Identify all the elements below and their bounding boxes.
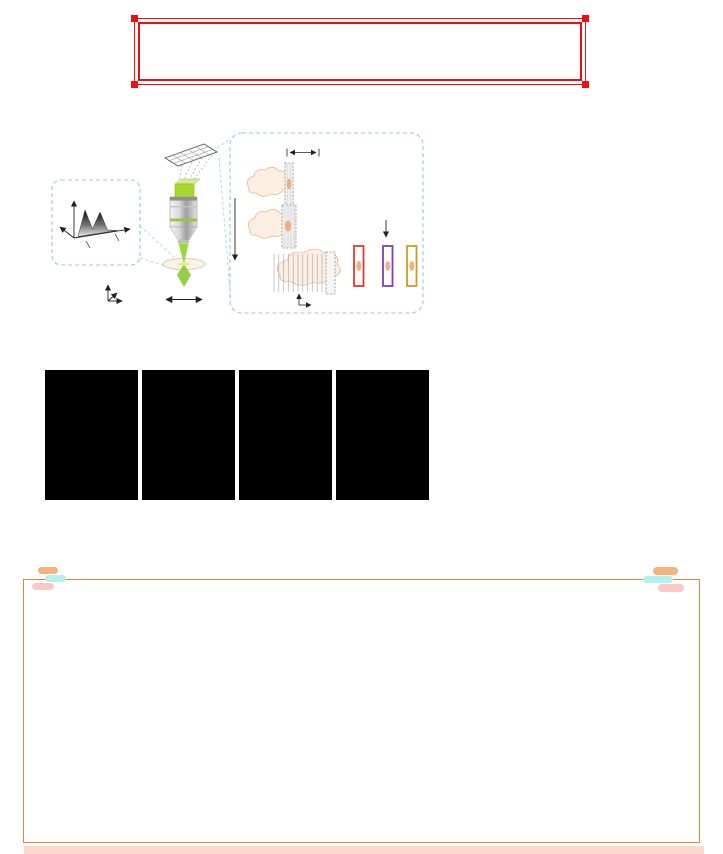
scanned-stripes: [273, 254, 323, 292]
deco-pill-pink: [32, 583, 54, 590]
deco-pill-cyan: [643, 576, 673, 583]
coordinate-axes-icon: [104, 284, 123, 305]
bottom-strip: [24, 846, 704, 854]
excitation-beam-icon: [177, 243, 191, 287]
line-sample-bar: [325, 251, 336, 295]
microscopy-image-title: [239, 352, 332, 367]
corner-square: [131, 15, 138, 22]
microscopy-image-item: [142, 352, 235, 500]
deco-pill-cyan: [45, 575, 66, 582]
fluorescence-image: [336, 370, 429, 500]
deco-pill-orange: [653, 567, 678, 575]
microscopy-image-item: [45, 352, 138, 500]
microscopy-image-item: [336, 352, 429, 500]
inset-axes: [59, 200, 131, 239]
intensity-ridge-icon: [77, 209, 118, 237]
microscopy-image-row: [20, 330, 450, 508]
deco-pill-pink: [658, 584, 684, 592]
microscopy-image-title: [45, 352, 138, 367]
fluorescence-image: [142, 370, 235, 500]
n-line-detector-icon: [163, 143, 219, 167]
microscopy-image-title: [142, 352, 235, 367]
detector-rays: [178, 154, 213, 183]
box-axes-icon: [296, 293, 312, 308]
fluorescence-image: [45, 370, 138, 500]
subtraction-equation: [353, 245, 418, 287]
corner-square: [582, 81, 589, 88]
distance-profile-chart: [450, 330, 723, 535]
deco-pill-orange: [38, 567, 58, 574]
defocus-chart: [450, 108, 723, 323]
microscopy-image-item: [239, 352, 332, 500]
fluorescence-image: [239, 370, 332, 500]
headline-inner-border: [138, 22, 582, 81]
microscope-objective-icon: [169, 178, 201, 244]
article-card: [23, 579, 700, 843]
panel-a-schematic: [51, 132, 424, 314]
corner-square: [131, 81, 138, 88]
headline-box: [131, 15, 589, 88]
microscopy-image-title: [336, 352, 429, 367]
corner-square: [582, 15, 589, 22]
